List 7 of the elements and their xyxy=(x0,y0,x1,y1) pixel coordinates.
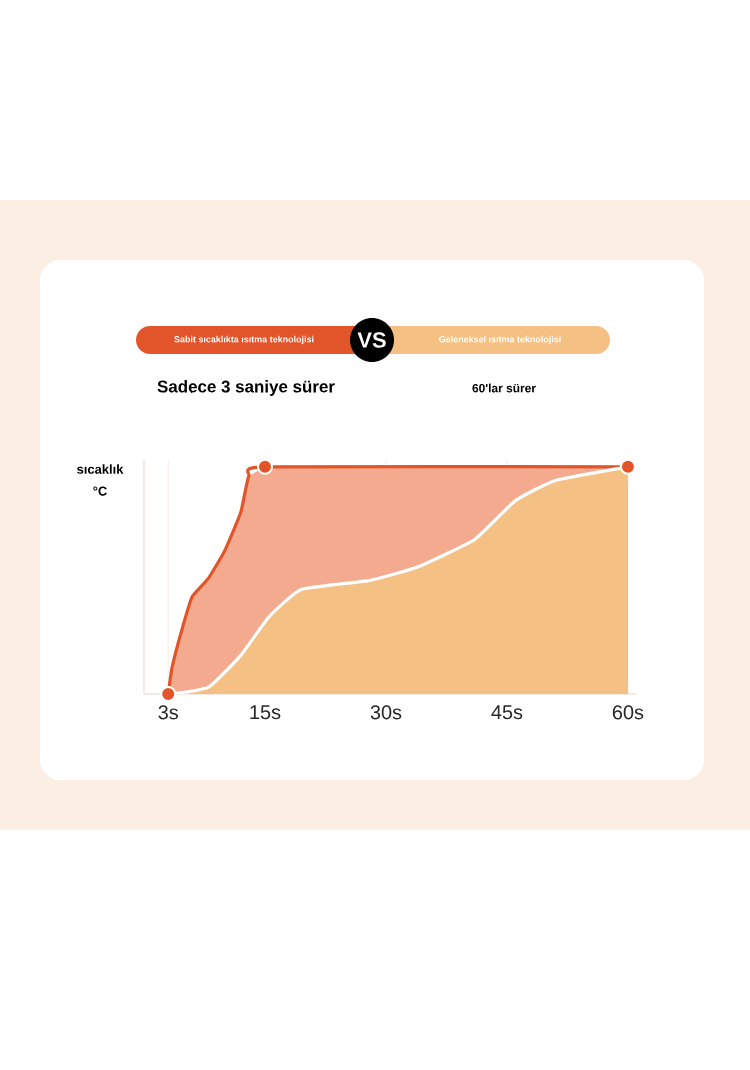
text: Sadece 3 saniye sürer xyxy=(157,380,335,396)
x-tick-label: 60s xyxy=(612,705,644,720)
x-tick-label: 45s xyxy=(491,705,523,720)
x-tick-label: 30s xyxy=(370,705,402,720)
x-tick-label: 3s xyxy=(158,705,178,720)
text: VS xyxy=(357,332,386,348)
x-tick-label: 15s xyxy=(250,705,281,720)
